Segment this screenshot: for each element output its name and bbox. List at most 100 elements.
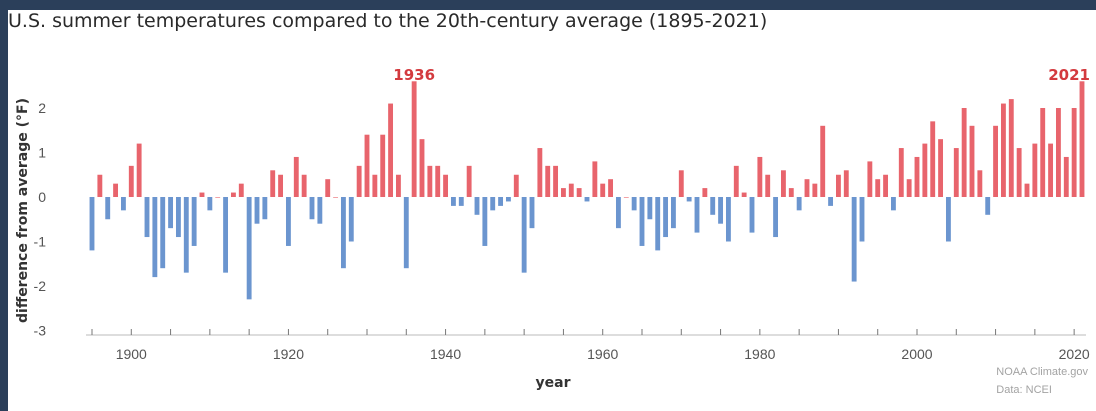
bar-1918 <box>270 170 276 197</box>
bar-2020 <box>1071 108 1077 197</box>
bar-1988 <box>820 125 826 197</box>
bar-1977 <box>733 165 739 197</box>
bar-2007 <box>969 125 975 197</box>
bar-1923 <box>309 197 315 220</box>
bar-1983 <box>780 170 786 197</box>
bar-1901 <box>136 143 142 197</box>
bar-1935 <box>403 197 409 269</box>
y-tick-label--3: -3 <box>34 323 47 339</box>
bar-1964 <box>631 197 637 211</box>
bar-1950 <box>521 197 527 273</box>
bar-1955 <box>560 188 566 197</box>
bar-1963 <box>623 197 629 198</box>
bar-1897 <box>105 197 111 220</box>
bar-1900 <box>128 165 134 197</box>
bar-2008 <box>977 170 983 197</box>
bar-1972 <box>694 197 700 233</box>
bar-1895 <box>89 197 95 251</box>
bar-2009 <box>985 197 991 215</box>
bar-1911 <box>215 197 221 198</box>
bar-1944 <box>474 197 480 215</box>
bar-2000 <box>914 156 920 197</box>
bar-1916 <box>254 197 260 224</box>
y-tick-label-0: 0 <box>38 189 46 205</box>
x-axis-label: year <box>536 375 571 391</box>
bar-1907 <box>183 197 189 273</box>
bar-1971 <box>686 197 692 202</box>
bar-1917 <box>262 197 268 220</box>
bar-2004 <box>945 197 951 242</box>
bar-1990 <box>835 174 841 197</box>
bar-1965 <box>639 197 645 246</box>
bar-2016 <box>1040 108 1046 197</box>
bar-1991 <box>843 170 849 197</box>
bar-1960 <box>600 183 606 197</box>
bar-2001 <box>922 143 928 197</box>
bar-2017 <box>1048 143 1054 197</box>
bar-1927 <box>340 197 346 269</box>
bar-1982 <box>773 197 779 238</box>
bar-1909 <box>199 192 205 197</box>
bar-1933 <box>388 103 394 197</box>
bar-1987 <box>812 183 818 197</box>
bar-1969 <box>670 197 676 229</box>
bar-1934 <box>395 174 401 197</box>
bar-1915 <box>246 197 252 300</box>
bar-2010 <box>993 125 999 197</box>
bar-1908 <box>191 197 197 246</box>
bar-2002 <box>930 121 936 197</box>
x-tick-label-1940: 1940 <box>430 346 461 362</box>
bar-2014 <box>1024 183 1030 197</box>
bar-1995 <box>875 179 881 197</box>
chart-title: U.S. summer temperatures compared to the… <box>8 10 768 32</box>
bar-1925 <box>325 179 331 197</box>
bar-1921 <box>293 156 299 197</box>
x-tick-label-1960: 1960 <box>587 346 618 362</box>
bar-1996 <box>883 174 889 197</box>
chart-panel <box>8 10 1096 411</box>
bar-1920 <box>285 197 291 246</box>
bar-1932 <box>380 134 386 197</box>
bar-1974 <box>710 197 716 215</box>
annotation-1936: 1936 <box>393 66 435 84</box>
y-axis-label: difference from average (°F) <box>15 98 31 323</box>
bar-1899 <box>120 197 126 211</box>
bar-1913 <box>230 192 236 197</box>
bar-1896 <box>97 174 103 197</box>
bar-1943 <box>466 165 472 197</box>
bar-1940 <box>443 174 449 197</box>
bar-1956 <box>568 183 574 197</box>
bar-2011 <box>1000 103 1006 197</box>
bar-1922 <box>301 174 307 197</box>
bar-1898 <box>113 183 119 197</box>
y-tick-label-2: 2 <box>38 100 46 116</box>
bar-1930 <box>364 134 370 197</box>
bar-1904 <box>160 197 166 269</box>
x-tick-label-1900: 1900 <box>116 346 147 362</box>
bar-1902 <box>144 197 150 238</box>
bar-1949 <box>513 174 519 197</box>
bar-1992 <box>851 197 857 282</box>
bar-1910 <box>207 197 213 211</box>
bar-1939 <box>435 165 441 197</box>
bar-1993 <box>859 197 865 242</box>
bar-1948 <box>505 197 511 202</box>
credit-line-1: NOAA Climate.gov <box>996 366 1088 378</box>
bar-2005 <box>953 148 959 197</box>
bar-1998 <box>898 148 904 197</box>
bar-1919 <box>278 174 284 197</box>
bar-1926 <box>333 197 339 198</box>
bar-1947 <box>498 197 504 206</box>
bar-1989 <box>828 197 834 206</box>
bar-1958 <box>584 197 590 202</box>
bar-1937 <box>419 139 425 197</box>
bar-1967 <box>655 197 661 251</box>
x-tick-label-1980: 1980 <box>744 346 775 362</box>
y-tick-label-1: 1 <box>38 145 46 161</box>
bar-1945 <box>482 197 488 246</box>
bar-1981 <box>765 174 771 197</box>
bar-1946 <box>490 197 496 211</box>
bar-1999 <box>906 179 912 197</box>
bar-1984 <box>788 188 794 197</box>
bar-1906 <box>175 197 181 238</box>
